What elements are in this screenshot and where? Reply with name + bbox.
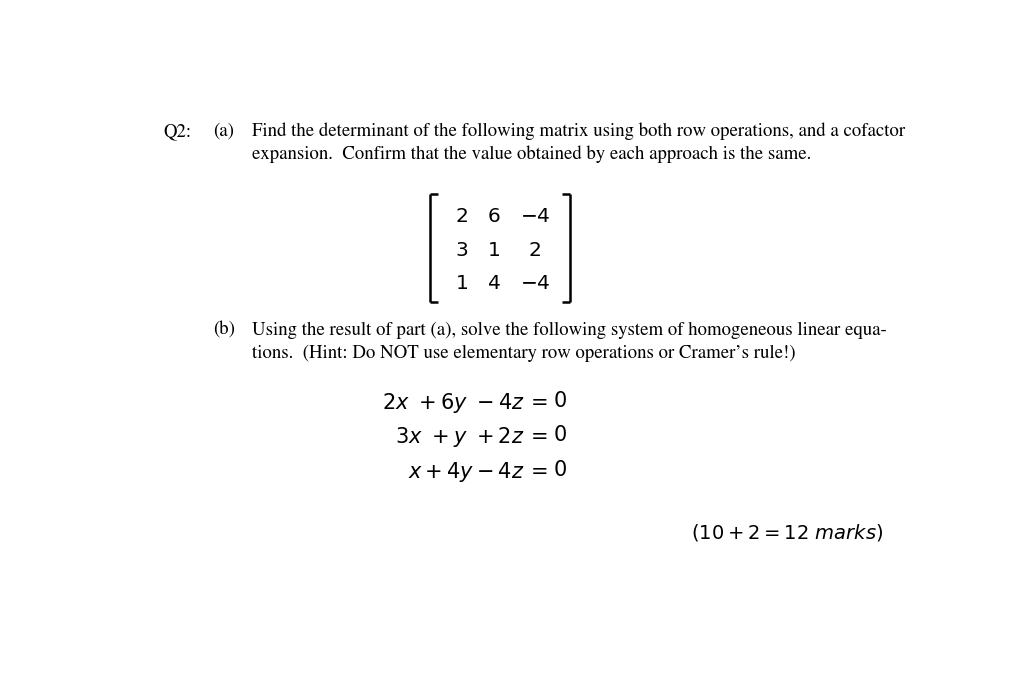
- Text: $2$: $2$: [455, 207, 468, 227]
- Text: $0$: $0$: [553, 391, 566, 411]
- Text: $6$: $6$: [487, 207, 501, 227]
- Text: $x+4y-4z$: $x+4y-4z$: [409, 460, 524, 484]
- Text: Q2:: Q2:: [163, 123, 191, 140]
- Text: $=$: $=$: [525, 391, 547, 411]
- Text: Using the result of part (a), solve the following system of homogeneous linear e: Using the result of part (a), solve the …: [252, 321, 887, 338]
- Text: $0$: $0$: [553, 460, 566, 480]
- Text: $3x \ +y \ +2z$: $3x \ +y \ +2z$: [395, 425, 524, 449]
- Text: $1$: $1$: [487, 240, 501, 260]
- Text: (b): (b): [213, 321, 236, 338]
- Text: $-4$: $-4$: [519, 207, 550, 227]
- Text: $2x \ +6y \ -4z$: $2x \ +6y \ -4z$: [382, 391, 524, 415]
- Text: $3$: $3$: [455, 240, 468, 260]
- Text: Find the determinant of the following matrix using both row operations, and a co: Find the determinant of the following ma…: [252, 123, 905, 141]
- Text: $0$: $0$: [553, 425, 566, 445]
- Text: $(10 + 2 = 12 \ \mathit{marks})$: $(10 + 2 = 12 \ \mathit{marks})$: [691, 522, 884, 542]
- Text: $2$: $2$: [528, 240, 542, 260]
- Text: $4$: $4$: [487, 274, 501, 293]
- Text: expansion.  Confirm that the value obtained by each approach is the same.: expansion. Confirm that the value obtain…: [252, 146, 811, 163]
- Text: $-4$: $-4$: [519, 274, 550, 293]
- Text: $=$: $=$: [525, 425, 547, 445]
- Text: (a): (a): [213, 123, 234, 140]
- Text: $1$: $1$: [455, 274, 468, 293]
- Text: tions.  (Hint: Do NOT use elementary row operations or Cramer’s rule!): tions. (Hint: Do NOT use elementary row …: [252, 344, 796, 362]
- Text: $=$: $=$: [525, 460, 547, 480]
